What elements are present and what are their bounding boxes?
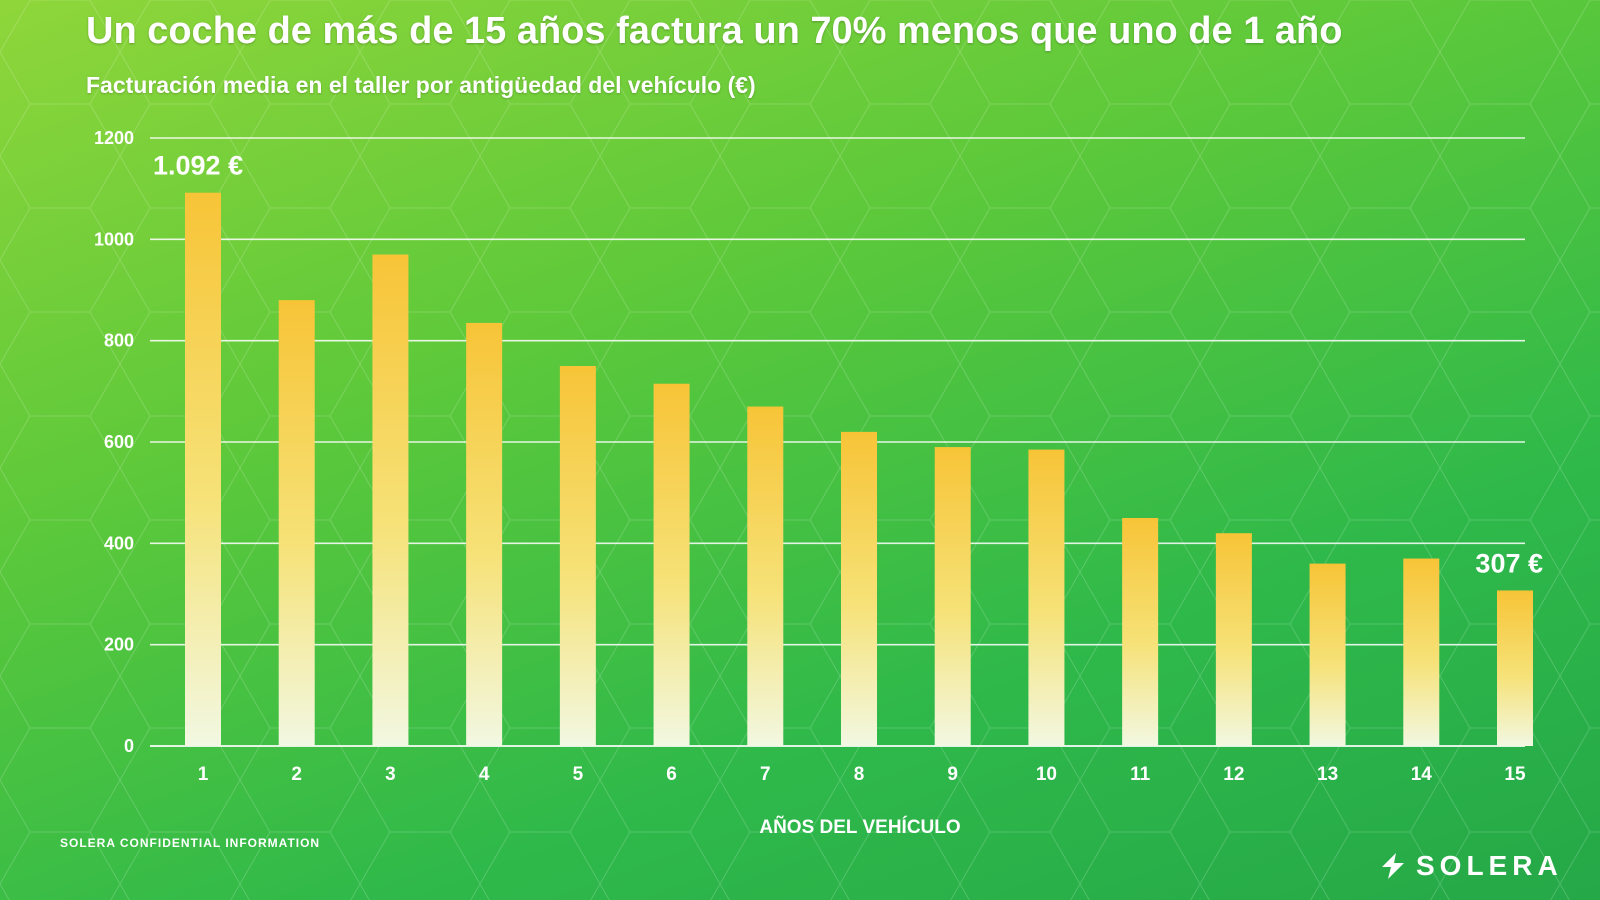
y-tick-label: 1200 [94,128,134,148]
y-tick-label: 400 [104,533,134,553]
value-annotation-year-15: 307 € [1475,548,1543,578]
bar-year-7 [747,406,784,746]
x-axis-ticks: 1 2 3 4 5 6 7 8 9 10 11 12 13 14 15 [198,764,1526,785]
x-tick-label: 3 [385,764,396,785]
x-tick-label: 12 [1223,764,1244,785]
x-tick-label: 8 [854,764,865,785]
x-tick-label: 14 [1411,764,1433,785]
x-tick-label: 6 [666,764,677,785]
bar-year-6 [653,383,690,746]
logo-text: SOLERA [1416,850,1563,881]
y-tick-label: 800 [104,331,134,351]
x-tick-label: 10 [1036,764,1057,785]
bars [185,192,1533,747]
bar-year-13 [1309,563,1346,746]
bar-annotations: 1.092 € 307 € [153,151,1543,579]
x-axis-label: AÑOS DEL VEHÍCULO [759,816,960,838]
solera-lightning-icon [1382,853,1404,879]
bar-year-14 [1403,558,1440,746]
x-tick-label: 13 [1317,764,1338,785]
x-tick-label: 5 [573,764,584,785]
bar-year-8 [841,431,877,746]
bar-year-11 [1122,518,1159,746]
bar-year-9 [934,447,971,746]
x-tick-label: 2 [291,764,302,785]
slide-title: Un coche de más de 15 años factura un 70… [86,10,1343,52]
x-tick-label: 1 [198,764,209,785]
x-tick-label: 11 [1130,764,1151,785]
bar-year-1 [185,192,221,747]
bar-year-5 [559,366,596,746]
x-tick-label: 7 [760,764,771,785]
value-annotation-year-1: 1.092 € [153,151,243,181]
y-tick-label: 0 [124,736,134,756]
confidential-notice: SOLERA CONFIDENTIAL INFORMATION [60,836,321,850]
x-tick-label: 9 [947,764,958,785]
solera-logo: SOLERA [1378,850,1563,882]
bar-year-3 [372,254,409,747]
y-tick-label: 200 [104,635,134,655]
bar-year-10 [1028,449,1065,746]
bar-year-15 [1497,590,1533,746]
y-axis-ticks: 0 200 400 600 800 1000 1200 [94,128,134,756]
y-tick-label: 1000 [94,229,134,249]
bar-year-2 [278,300,315,746]
chart-subtitle: Facturación media en el taller por antig… [86,72,756,98]
x-tick-label: 4 [479,764,490,785]
y-tick-label: 600 [104,432,134,452]
x-tick-label: 15 [1504,764,1526,785]
bar-year-4 [466,322,503,746]
bar-year-12 [1215,533,1252,746]
